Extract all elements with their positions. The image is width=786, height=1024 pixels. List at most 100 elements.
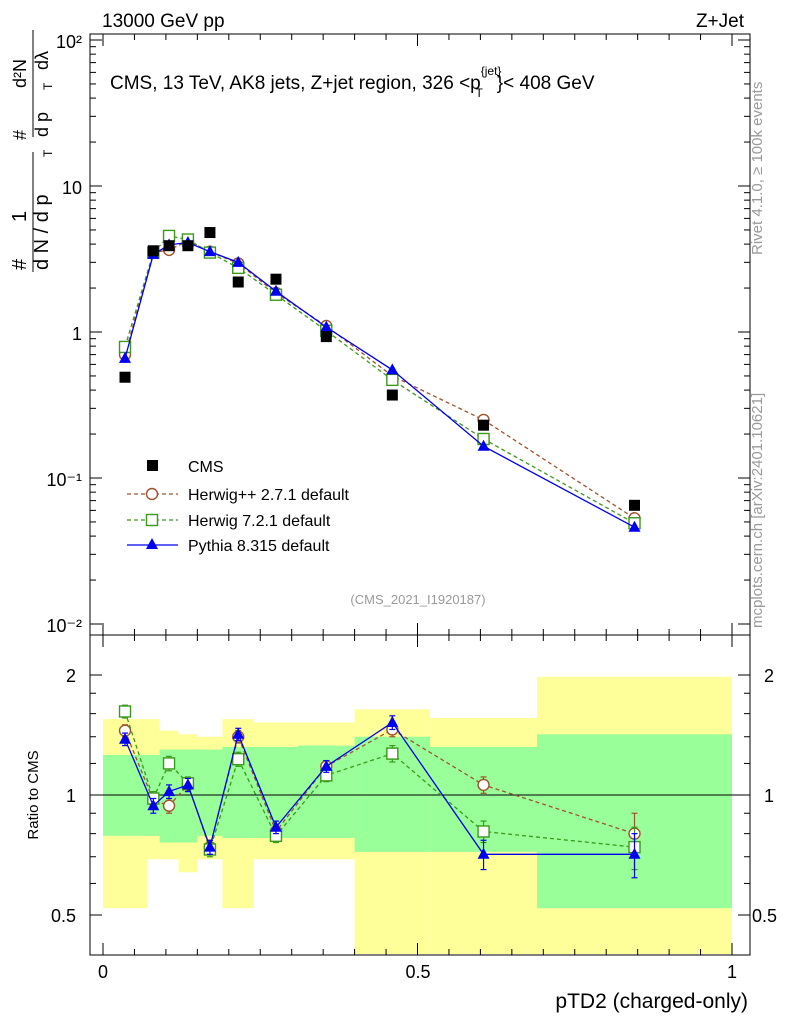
legend-marker-herwig7: [145, 513, 159, 527]
rtick-left-0p5: 0.5: [51, 906, 76, 926]
cms-point-2: [163, 240, 175, 252]
ylabel-den: d N / d p: [31, 194, 53, 270]
ratio-point-2-9: [477, 847, 490, 859]
ylabel-hash2: #: [10, 130, 30, 140]
ratio-point-2-5: [232, 727, 245, 739]
ytick-10: 10: [62, 178, 82, 198]
upper-tick-labels: 10² 10 1 10⁻¹ 10⁻²: [46, 32, 82, 636]
rtick-left-2: 2: [66, 666, 76, 686]
cms-point-5: [232, 276, 244, 288]
upper-y-label: # 1 d N / d p T # d²N d p T dλ: [9, 30, 55, 272]
ratio-point-1-0: [118, 705, 132, 718]
main-point-1-8: [386, 373, 399, 387]
main-point-2-8: [386, 363, 399, 375]
inner-band-bin-3: [178, 749, 198, 843]
ylabel-dpt: d p: [32, 112, 52, 137]
plot-title-main: CMS, 13 TeV, AK8 jets, Z+jet region, 326…: [110, 73, 481, 94]
plot-title: CMS, 13 TeV, AK8 jets, Z+jet region, 326…: [110, 64, 595, 100]
plot-title-tail: }< 408 GeV: [497, 73, 595, 94]
main-point-2-0: [119, 351, 132, 363]
cms-point-6: [270, 273, 282, 285]
ratio-tick-labels: 2 1 0.5 2 1 0.5: [51, 666, 777, 926]
ratio-point-1-5: [232, 752, 245, 766]
main-series-0: [118, 234, 641, 525]
main-series-cms: [119, 227, 641, 511]
cms-point-8: [386, 389, 398, 401]
main-series-1: [118, 229, 641, 530]
main-line-0: [124, 240, 635, 519]
ylabel-d2n: d²N: [10, 59, 30, 88]
ytick-100: 10²: [56, 32, 82, 52]
ylabel-dlam: dλ: [32, 51, 52, 70]
ratio-point-2-7: [320, 759, 333, 771]
rtick-right-1: 1: [764, 786, 774, 806]
rtick-right-0p5: 0.5: [752, 906, 777, 926]
ylabel-hash: #: [9, 258, 31, 270]
cms-point-0: [119, 371, 131, 383]
rtick-left-1: 1: [66, 786, 76, 806]
ratio-point-2-6: [269, 820, 282, 832]
ratio-point-2-1: [147, 799, 160, 811]
x-axis-label: pTD2 (charged-only): [555, 990, 748, 1013]
ratio-y-label: Ratio to CMS: [25, 750, 42, 839]
legend-label-cms: CMS: [188, 459, 224, 476]
header-left: 13000 GeV pp: [102, 11, 225, 32]
ratio-point-1-2: [162, 757, 176, 770]
legend-label-herwigpp: Herwig++ 2.7.1 default: [188, 487, 350, 504]
main-point-2-6: [269, 284, 282, 296]
rtick-right-2: 2: [764, 666, 774, 686]
ratio-point-2-4: [203, 840, 216, 852]
ratio-line-1: [124, 711, 635, 852]
ytick-0p1: 10⁻¹: [46, 470, 82, 490]
main-point-2-4: [203, 245, 216, 257]
ylabel-den-sub: T: [41, 149, 55, 157]
legend-label-pythia: Pythia 8.315 default: [188, 538, 330, 555]
xtick-0p5: 0.5: [405, 962, 430, 982]
legend-item-cms: CMS: [147, 459, 224, 476]
x-tick-labels: 0 0.5 1: [98, 962, 737, 982]
ratio-point-1-8: [386, 747, 399, 760]
legend-marker-pythia: [146, 538, 158, 549]
rivet-version: Rivet 4.1.0, ≥ 100k events: [749, 82, 766, 255]
ratio-series-2: [119, 715, 641, 879]
ratio-point-2-3: [181, 778, 194, 790]
cms-point-3: [182, 240, 194, 252]
plot-title-sub: T: [475, 86, 483, 100]
main-point-2-9: [477, 439, 490, 451]
ratio-point-2-10: [628, 847, 641, 859]
ratio-point-2-8: [386, 716, 399, 728]
ratio-point-0-9: [477, 778, 490, 792]
legend-label-herwig7: Herwig 7.2.1 default: [188, 513, 331, 530]
main-point-2-7: [320, 320, 333, 332]
legend: CMS Herwig++ 2.7.1 default Herwig 7.2.1 …: [127, 459, 350, 555]
ratio-point-1-9: [477, 825, 490, 838]
main-line-1: [124, 235, 635, 524]
plot-title-sup: {jet}: [481, 64, 502, 78]
main-point-2-5: [232, 255, 245, 267]
cms-point-9: [478, 419, 490, 431]
main-point-2-10: [628, 520, 641, 532]
xtick-1: 1: [727, 962, 737, 982]
mcplots-credit: mcplots.cern.ch [arXiv:2401.10621]: [749, 393, 766, 628]
cms-point-1: [147, 245, 159, 257]
legend-item-herwig7: Herwig 7.2.1 default: [127, 513, 331, 530]
cms-point-10: [629, 499, 641, 511]
legend-marker-cms: [147, 460, 158, 471]
analysis-id: (CMS_2021_I1920187): [350, 592, 485, 607]
legend-item-pythia: Pythia 8.315 default: [127, 538, 330, 555]
ylabel-dpt-sub: T: [41, 82, 55, 90]
series-layer: [118, 227, 641, 879]
xtick-0: 0: [98, 962, 108, 982]
ylabel-one: 1: [9, 211, 31, 222]
inner-band-bin-4: [197, 749, 223, 836]
ytick-1: 1: [72, 324, 82, 344]
main-line-2: [124, 241, 635, 528]
ratio-point-2-2: [163, 785, 176, 797]
ratio-point-0-2: [162, 799, 176, 812]
ytick-0p01: 10⁻²: [46, 616, 82, 636]
cms-point-7: [320, 331, 332, 343]
header-right: Z+Jet: [696, 11, 745, 32]
legend-marker-herwigpp: [145, 487, 159, 501]
cms-point-4: [204, 227, 216, 239]
